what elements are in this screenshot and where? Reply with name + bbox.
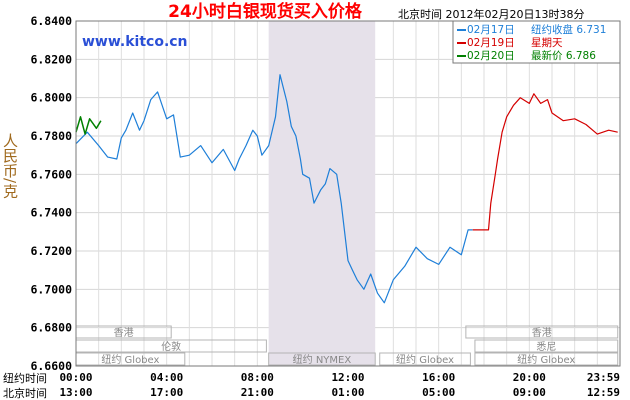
legend-date: 02月17日: [467, 24, 515, 36]
legend-date: 02月20日: [467, 50, 515, 62]
axes: 6.8400 6.8200 6.8000 6.7800 6.7600 6.7400 6.72…: [30, 14, 621, 399]
session-label: 伦敦: [161, 340, 181, 353]
y-tick-label: 6.8200: [30, 52, 72, 66]
legend: 02月17日 纽约收盘 6.731 02月19日 星期天 02月20日 最新价 6.786: [452, 20, 621, 64]
session-bar: [474, 352, 619, 366]
legend-box: [452, 20, 621, 64]
x-row1-label: 纽约时间: [3, 371, 47, 385]
y-tick-label: 6.6800: [30, 321, 72, 335]
x-row2-label: 北京时间: [3, 386, 47, 400]
legend-desc: 星期天: [531, 37, 563, 49]
series-layer: [75, 74, 618, 304]
session-label: 香港: [532, 327, 552, 339]
x-tick-ny: 08:00: [241, 371, 274, 384]
x-tick-ny: 04:00: [150, 371, 183, 384]
chart-title: 24小时白银现货买入价格: [168, 1, 363, 22]
series-line: [472, 93, 618, 231]
y-tick-label: 6.7800: [30, 129, 72, 143]
plot-frame: [75, 20, 621, 367]
y-tick-label: 6.8000: [30, 91, 72, 105]
x-tick-bj: 13:00: [59, 386, 92, 399]
series-line: [75, 74, 473, 304]
x-tick-ny: 12:00: [331, 371, 364, 384]
session-label: 纽约 Globex: [396, 353, 454, 366]
x-tick-bj: 01:00: [331, 386, 364, 399]
watermark: www.kitco.cn: [82, 34, 188, 50]
x-tick-bj: 21:00: [241, 386, 274, 399]
legend-date: 02月19日: [467, 37, 515, 49]
session-label: 纽约 NYMEX: [293, 353, 352, 366]
session-label: 悉尼: [536, 341, 556, 353]
y-tick-label: 6.7600: [30, 167, 72, 181]
series-line: [75, 116, 102, 135]
y-tick-label: 6.7400: [30, 206, 72, 220]
x-tick-bj: 05:00: [422, 386, 455, 399]
legend-desc: 最新价 6.786: [531, 49, 596, 62]
session-bar: [379, 352, 471, 366]
x-tick-ny: 20:00: [513, 371, 546, 384]
x-tick-ny: 16:00: [422, 371, 455, 384]
session-bar: [474, 339, 619, 353]
session-bar: [465, 325, 619, 339]
nymex-shade: [268, 21, 376, 366]
session-label: 纽约 Globex: [517, 353, 575, 366]
x-tick-ny: 00:00: [59, 371, 92, 384]
chart-subtitle: 北京时间 2012年02月20日13时38分: [398, 7, 584, 21]
y-axis-label: 人民币/克: [1, 133, 19, 199]
x-tick-bj: 09:00: [513, 386, 546, 399]
session-label: 纽约 Globex: [101, 353, 159, 366]
session-bar: [268, 352, 376, 366]
nymex-shade-layer: [268, 21, 376, 366]
y-tick-label: 6.7000: [30, 282, 72, 296]
x-tick-ny: 23:59: [587, 371, 620, 384]
session-label: 香港: [114, 327, 134, 339]
y-tick-label: 6.6600: [30, 359, 72, 373]
y-tick-label: 6.8400: [30, 14, 72, 28]
x-tick-bj: 17:00: [150, 386, 183, 399]
legend-desc: 纽约收盘 6.731: [531, 23, 606, 36]
y-tick-label: 6.7200: [30, 244, 72, 258]
x-tick-bj: 12:59: [587, 386, 620, 399]
